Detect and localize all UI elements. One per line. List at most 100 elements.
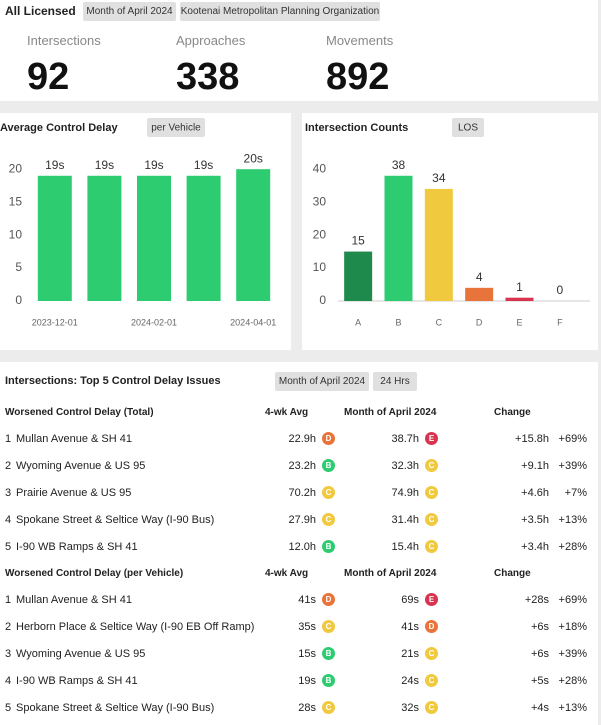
los-badge: C	[322, 513, 335, 526]
table-cell: 32s	[401, 702, 419, 714]
filter-chip[interactable]: Kootenai Metropolitan Planning Organizat…	[180, 2, 380, 21]
los-badge: B	[322, 540, 335, 553]
table-cell: +69%	[558, 594, 587, 606]
table-cell: +9.1h	[521, 460, 549, 472]
kpi-label: Intersections	[27, 33, 101, 48]
value-label: 19s	[144, 158, 163, 172]
table-cell: +3.5h	[521, 514, 549, 526]
table-cell: 41s	[298, 594, 316, 606]
los-badge: D	[322, 593, 335, 606]
table-cell: +15.8h	[515, 433, 549, 445]
table-cell: 69s	[401, 594, 419, 606]
los-badge: D	[425, 620, 438, 633]
column-header: 4-wk Avg	[265, 568, 309, 579]
value-label: 15	[351, 234, 365, 248]
x-tick-label: D	[476, 317, 483, 327]
table-cell: +69%	[558, 433, 587, 445]
table-cell: 5	[5, 702, 12, 714]
table-cell: +5s	[530, 675, 549, 687]
los-badge: C	[322, 701, 335, 714]
y-tick-label: 10	[313, 260, 327, 274]
badge-bg	[147, 118, 205, 137]
value-label: 34	[432, 171, 446, 185]
table-cell: Spokane Street & Seltice Way (I-90 Bus)	[16, 702, 215, 714]
bar	[505, 297, 534, 301]
los-badge: C	[425, 459, 438, 472]
value-label: 19s	[194, 158, 213, 172]
los-badge: C	[425, 701, 438, 714]
los-badge: D	[322, 432, 335, 445]
filter-chip[interactable]: 24 Hrs	[373, 372, 417, 391]
table-cell: 22.9h	[288, 433, 316, 445]
table-cell: 4	[5, 514, 12, 526]
table-cell: 2	[5, 460, 12, 472]
kpi-value: 892	[326, 56, 390, 98]
table-cell: 5	[5, 541, 12, 553]
table-cell: Mullan Avenue & SH 41	[16, 433, 132, 445]
table-cell: 38.7h	[391, 433, 419, 445]
badge: per Vehicle	[151, 123, 201, 134]
los-badge: C	[425, 540, 438, 553]
table-cell: +7%	[564, 487, 587, 499]
los-badge: E	[425, 432, 438, 445]
page-title: All Licensed	[5, 4, 76, 18]
value-label: 1	[516, 280, 523, 294]
table-cell: +3.4h	[521, 541, 549, 553]
los-badge: C	[425, 674, 438, 687]
bar	[186, 175, 221, 301]
chart: Intersection Counts LOS01020304015A38B34C…	[305, 118, 590, 327]
value-label: 4	[476, 270, 483, 284]
table-cell: 31.4h	[391, 514, 419, 526]
kpi-value: 92	[27, 56, 70, 98]
y-tick-label: 10	[9, 227, 23, 241]
table-cell: 70.2h	[288, 487, 316, 499]
table-cell: 3	[5, 648, 12, 660]
table-cell: I-90 WB Ramps & SH 41	[16, 675, 138, 687]
los-badge: B	[322, 459, 335, 472]
chart-panel: Intersection Counts LOS 0 10 20 30 40 15 A 38 B 34 C…	[302, 113, 598, 350]
kpi-value: 338	[176, 56, 240, 98]
bar	[424, 188, 453, 301]
table-cell: +4.6h	[521, 487, 549, 499]
bar	[465, 287, 494, 301]
value-label: 0	[556, 283, 563, 297]
bar	[344, 251, 373, 301]
x-tick-label: C	[436, 317, 443, 327]
chart-title: Average Control Delay	[0, 122, 118, 134]
x-tick-label: B	[395, 317, 401, 327]
badge: LOS	[458, 123, 478, 134]
chart: Average Control Delay per Vehicle 0 5 10 15 20…	[0, 118, 276, 327]
table-cell: 1	[5, 433, 12, 445]
column-header: Month of April 2024	[344, 568, 437, 579]
los-badge: E	[425, 593, 438, 606]
filter-chip[interactable]: Month of April 2024	[83, 2, 176, 21]
table-cell: 32.3h	[391, 460, 419, 472]
x-tick-label: A	[355, 317, 361, 327]
los-badge: B	[322, 647, 335, 660]
x-tick-label: 2024-04-01	[230, 317, 276, 327]
table-cell: Spokane Street & Seltice Way (I-90 Bus)	[16, 514, 215, 526]
value-label: 38	[392, 158, 406, 172]
x-tick-label: E	[516, 317, 522, 327]
kpi-label: Approaches	[176, 33, 246, 48]
table-cell: 12.0h	[288, 541, 316, 553]
table-cell: 4	[5, 675, 12, 687]
y-tick-label: 0	[319, 293, 326, 307]
chart-panel: Average Control Delay per Vehicle 0 5 10 15 20…	[0, 113, 291, 350]
x-tick-label: 2023-12-01	[32, 317, 78, 327]
table-cell: Wyoming Avenue & US 95	[16, 648, 146, 660]
chart-title: Intersection Counts	[305, 122, 408, 134]
section-title: Intersections: Top 5 Control Delay Issue…	[5, 375, 221, 387]
y-tick-label: 30	[313, 194, 327, 208]
summary-panel: All Licensed Month of April 2024 Kootena…	[0, 0, 598, 101]
table-cell: +28%	[558, 541, 587, 553]
table-cell: +39%	[558, 460, 587, 472]
filter-chip[interactable]: Month of April 2024	[275, 372, 369, 391]
table-cell: Wyoming Avenue & US 95	[16, 460, 146, 472]
table-cell: 2	[5, 621, 12, 633]
table-cell: Mullan Avenue & SH 41	[16, 594, 132, 606]
y-tick-label: 20	[9, 161, 23, 175]
table-cell: +39%	[558, 648, 587, 660]
value-label: 19s	[45, 158, 64, 172]
los-badge: C	[322, 486, 335, 499]
